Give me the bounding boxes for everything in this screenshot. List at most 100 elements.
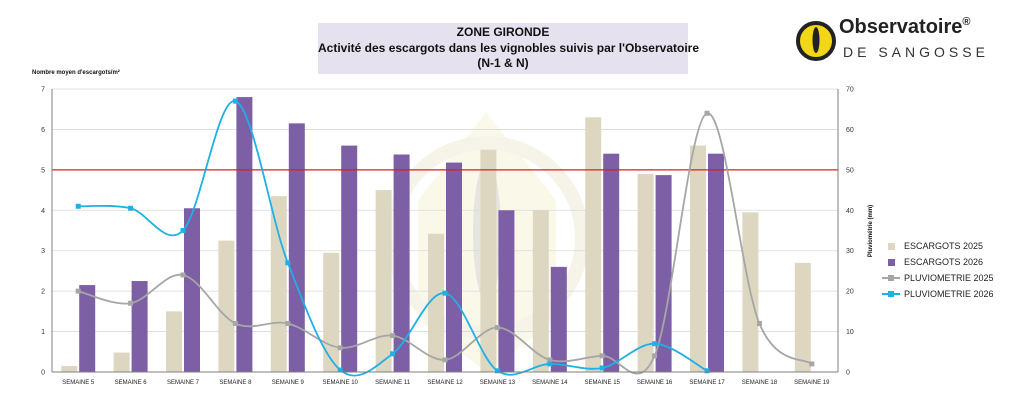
title-line-1: ZONE GIRONDE xyxy=(456,25,550,39)
bar-escargots-2025 xyxy=(218,240,235,372)
y-tick-label: 1 xyxy=(41,329,45,336)
bar-escargots-2026 xyxy=(288,123,305,372)
legend-line-pluviometrie-2026 xyxy=(882,291,900,297)
point-pluviometrie-2025 xyxy=(547,357,553,363)
title-line-3: (N-1 & N) xyxy=(477,56,529,70)
legend-item-pluviometrie-2026: PLUVIOMETRIE 2026 xyxy=(882,286,994,302)
point-pluviometrie-2025 xyxy=(599,353,605,359)
x-tick-label: SEMAINE 9 xyxy=(272,380,305,386)
y-tick-label: 6 xyxy=(41,127,45,134)
logo-name: Observatoire® xyxy=(839,16,971,38)
bar-escargots-2025 xyxy=(637,173,654,372)
legend-label-pluviometrie-2025: PLUVIOMETRIE 2025 xyxy=(904,273,994,283)
point-pluviometrie-2025 xyxy=(75,288,81,294)
point-pluviometrie-2025 xyxy=(390,333,396,339)
y2-tick-label: 20 xyxy=(846,289,854,296)
bar-escargots-2025 xyxy=(375,190,392,372)
x-tick-label: SEMAINE 12 xyxy=(427,380,463,386)
point-pluviometrie-2026 xyxy=(704,368,710,374)
line-pluviometrie-2026 xyxy=(78,100,708,377)
y-tick-label: 0 xyxy=(41,370,45,377)
point-pluviometrie-2026 xyxy=(390,351,396,357)
observatoire-logo: Observatoire® DE SANGOSSE xyxy=(796,16,996,68)
bar-escargots-2026 xyxy=(446,162,462,372)
x-tick-label: SEMAINE 8 xyxy=(219,380,252,386)
x-tick-label: SEMAINE 7 xyxy=(167,380,200,386)
logo-subtitle: DE SANGOSSE xyxy=(843,44,989,60)
point-pluviometrie-2026 xyxy=(232,98,238,104)
y2-axis-title: Pluviométrie (mm) xyxy=(868,205,874,257)
bar-escargots-2026 xyxy=(341,145,358,372)
point-pluviometrie-2025 xyxy=(652,353,658,359)
bar-escargots-2026 xyxy=(184,208,200,372)
legend: ESCARGOTS 2025 ESCARGOTS 2026 PLUVIOMETR… xyxy=(882,238,994,302)
point-pluviometrie-2025 xyxy=(232,320,238,326)
legend-item-escargots-2025: ESCARGOTS 2025 xyxy=(882,238,994,254)
legend-line-pluviometrie-2025 xyxy=(882,275,900,281)
legend-label-escargots-2026: ESCARGOTS 2026 xyxy=(904,257,984,267)
x-tick-label: SEMAINE 6 xyxy=(115,380,148,386)
x-tick-label: SEMAINE 13 xyxy=(480,380,516,386)
title-line-2: Activité des escargots dans les vignoble… xyxy=(318,40,700,55)
bar-escargots-2026 xyxy=(550,266,567,372)
point-pluviometrie-2026 xyxy=(285,260,291,266)
bar-escargots-2026 xyxy=(79,285,96,372)
bar-escargots-2026 xyxy=(498,210,515,372)
y2-tick-label: 10 xyxy=(846,329,854,336)
bar-escargots-2025 xyxy=(323,252,340,372)
legend-label-pluviometrie-2026: PLUVIOMETRIE 2026 xyxy=(904,289,994,299)
y-tick-label: 7 xyxy=(41,87,45,94)
point-pluviometrie-2026 xyxy=(547,361,553,367)
bar-escargots-2025 xyxy=(166,311,182,372)
point-pluviometrie-2026 xyxy=(494,368,500,374)
bar-escargots-2025 xyxy=(428,233,444,372)
x-tick-label: SEMAINE 14 xyxy=(532,380,568,386)
bar-escargots-2025 xyxy=(690,145,706,372)
y2-tick-label: 60 xyxy=(846,127,854,134)
bar-escargots-2025 xyxy=(480,149,497,372)
bar-escargots-2025 xyxy=(532,210,549,372)
legend-item-pluviometrie-2025: PLUVIOMETRIE 2025 xyxy=(882,270,994,286)
point-pluviometrie-2025 xyxy=(756,320,762,326)
snail-logo-icon xyxy=(796,21,836,61)
y-tick-label: 2 xyxy=(41,289,45,296)
chart-title-box: ZONE GIRONDE Activité des escargots dans… xyxy=(318,23,700,74)
bar-escargots-2025 xyxy=(270,196,287,372)
x-tick-label: SEMAINE 15 xyxy=(585,380,621,386)
bar-escargots-2026 xyxy=(708,153,724,372)
x-tick-label: SEMAINE 16 xyxy=(637,380,673,386)
x-tick-label: SEMAINE 18 xyxy=(742,380,778,386)
point-pluviometrie-2025 xyxy=(180,272,186,278)
legend-label-escargots-2025: ESCARGOTS 2025 xyxy=(904,241,984,251)
y2-tick-label: 40 xyxy=(846,208,854,215)
point-pluviometrie-2026 xyxy=(337,367,343,373)
x-tick-label: SEMAINE 5 xyxy=(62,380,95,386)
x-tick-label: SEMAINE 11 xyxy=(375,380,411,386)
bar-escargots-2026 xyxy=(236,97,253,372)
point-pluviometrie-2025 xyxy=(337,345,343,351)
legend-swatch-escargots-2025 xyxy=(888,243,895,250)
y-tick-label: 5 xyxy=(41,167,45,174)
bar-escargots-2025 xyxy=(113,352,130,372)
bar-escargots-2026 xyxy=(655,175,672,372)
y2-tick-label: 70 xyxy=(846,87,854,94)
point-pluviometrie-2026 xyxy=(128,205,134,211)
legend-item-escargots-2026: ESCARGOTS 2026 xyxy=(882,254,994,270)
bar-escargots-2026 xyxy=(131,281,148,372)
bar-escargots-2025 xyxy=(585,117,602,372)
x-tick-label: SEMAINE 10 xyxy=(323,380,359,386)
y2-tick-label: 30 xyxy=(846,248,854,255)
point-pluviometrie-2026 xyxy=(652,341,658,347)
point-pluviometrie-2025 xyxy=(285,320,291,326)
point-pluviometrie-2026 xyxy=(599,365,605,371)
point-pluviometrie-2025 xyxy=(704,110,710,116)
point-pluviometrie-2026 xyxy=(180,228,186,233)
y2-tick-label: 50 xyxy=(846,167,854,174)
legend-swatch-escargots-2026 xyxy=(888,259,895,266)
y2-tick-label: 0 xyxy=(846,370,850,377)
point-pluviometrie-2025 xyxy=(128,300,134,306)
y-tick-label: 4 xyxy=(41,208,45,215)
point-pluviometrie-2026 xyxy=(75,203,81,209)
point-pluviometrie-2025 xyxy=(442,357,448,363)
